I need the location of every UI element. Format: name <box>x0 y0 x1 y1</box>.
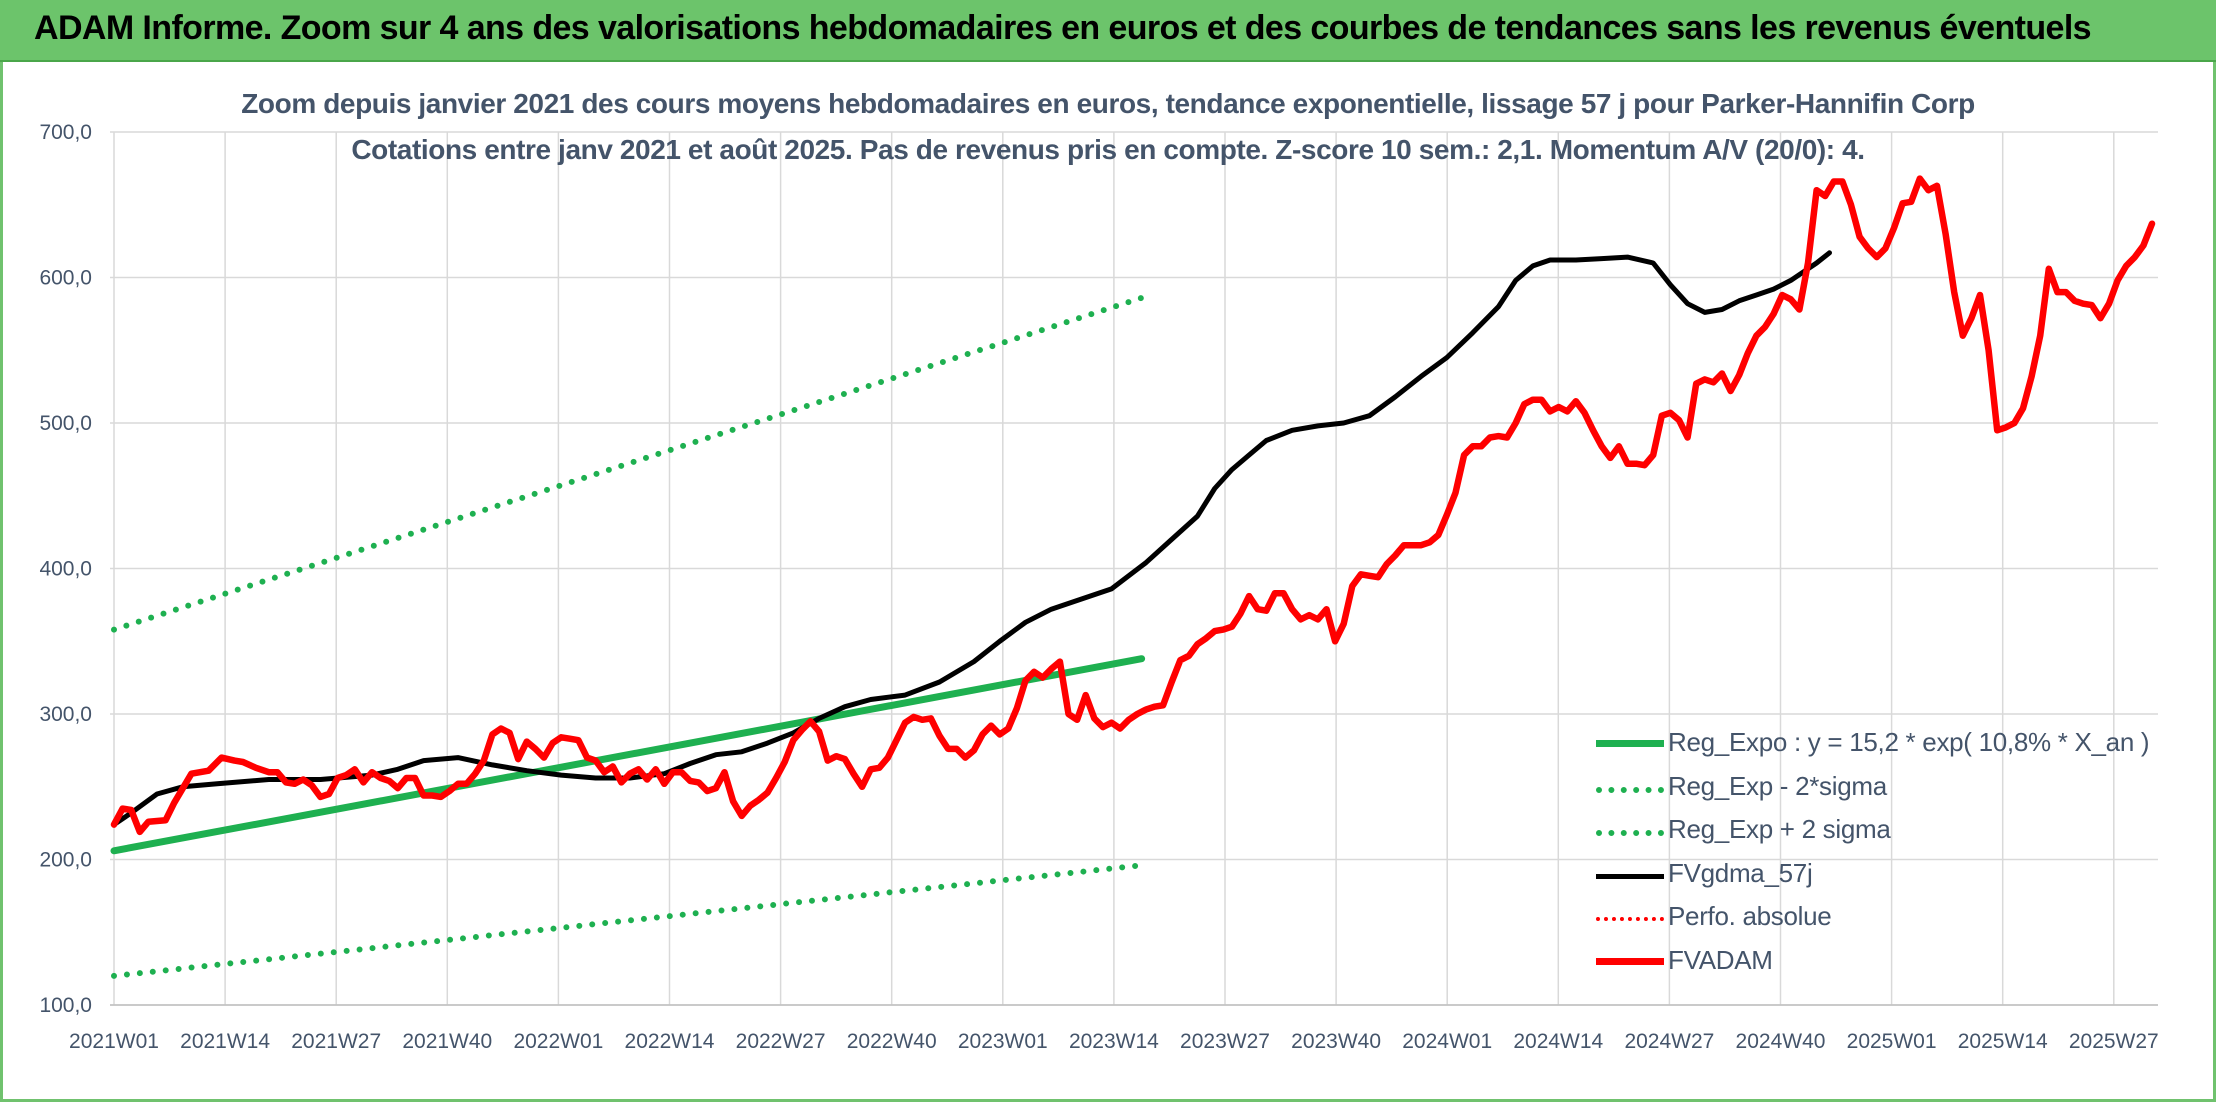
x-tick-label: 2022W40 <box>847 1030 937 1053</box>
legend-swatch-reg-expo <box>1596 740 1664 747</box>
legend-swatch-fvadam <box>1596 957 1664 965</box>
x-tick-label: 2023W14 <box>1069 1030 1159 1053</box>
x-tick-label: 2024W40 <box>1736 1030 1826 1053</box>
y-tick-label: 200,0 <box>39 849 92 872</box>
y-tick-label: 600,0 <box>39 267 92 290</box>
x-tick-label: 2024W14 <box>1513 1030 1603 1053</box>
x-tick-label: 2021W27 <box>291 1030 381 1053</box>
series-reg-exp-minus <box>111 862 1145 979</box>
x-tick-label: 2022W14 <box>625 1030 715 1053</box>
y-tick-label: 100,0 <box>39 994 92 1017</box>
x-tick-label: 2025W14 <box>1958 1030 2048 1053</box>
chart-title: Zoom depuis janvier 2021 des cours moyen… <box>241 88 1975 119</box>
y-axis-ticks: 100,0 200,0 300,0 400,0 500,0 600,0 700,0 <box>39 121 92 1017</box>
report-banner: ADAM Informe. Zoom sur 4 ans des valoris… <box>0 0 2216 62</box>
x-tick-label: 2025W01 <box>1847 1030 1937 1053</box>
series-lines <box>110 175 2156 979</box>
legend-label-reg-exp-plus: Reg_Exp + 2 sigma <box>1668 814 1891 844</box>
x-tick-label: 2023W40 <box>1291 1030 1381 1053</box>
gridlines <box>110 131 2158 1006</box>
x-tick-label: 2024W27 <box>1624 1030 1714 1053</box>
legend-label-fvgdma: FVgdma_57j <box>1668 857 1813 888</box>
series-reg-exp-plus <box>111 294 1145 633</box>
series-reg-expo <box>110 655 1146 855</box>
legend-label-reg-exp-minus: Reg_Exp - 2*sigma <box>1668 770 1887 801</box>
x-tick-label: 2022W27 <box>736 1030 826 1053</box>
legend-swatch-perfo <box>1596 917 1664 921</box>
legend-label-reg-expo: Reg_Expo : y = 15,2 * exp( 10,8% * X_an … <box>1668 727 2150 757</box>
x-tick-label: 2023W01 <box>958 1030 1048 1053</box>
y-tick-label: 400,0 <box>39 558 92 581</box>
series-fvgdma <box>111 250 1832 828</box>
x-tick-label: 2021W40 <box>402 1030 492 1053</box>
x-tick-label: 2022W01 <box>513 1030 603 1053</box>
legend-label-fvadam: FVADAM <box>1668 944 1773 975</box>
legend-swatch-reg-exp-plus <box>1596 830 1664 836</box>
y-tick-label: 700,0 <box>39 121 92 144</box>
y-tick-label: 300,0 <box>39 703 92 726</box>
legend-swatch-fvgdma <box>1596 873 1664 879</box>
x-tick-label: 2023W27 <box>1180 1030 1270 1053</box>
chart-subtitle: Cotations entre janv 2021 et août 2025. … <box>351 134 1865 165</box>
series-fvadam <box>110 175 2156 836</box>
legend-label-perfo: Perfo. absolue <box>1668 901 1832 931</box>
x-tick-label: 2024W01 <box>1402 1030 1492 1053</box>
y-tick-label: 500,0 <box>39 412 92 435</box>
x-tick-label: 2021W14 <box>180 1030 270 1053</box>
x-axis-ticks: 2021W01 2021W14 2021W27 2021W40 2022W01 2022W… <box>69 1030 2159 1053</box>
legend-swatch-reg-exp-minus <box>1596 786 1664 793</box>
report-title: ADAM Informe. Zoom sur 4 ans des valoris… <box>34 9 2092 47</box>
x-tick-label: 2025W27 <box>2069 1030 2159 1053</box>
x-tick-label: 2021W01 <box>69 1030 159 1053</box>
